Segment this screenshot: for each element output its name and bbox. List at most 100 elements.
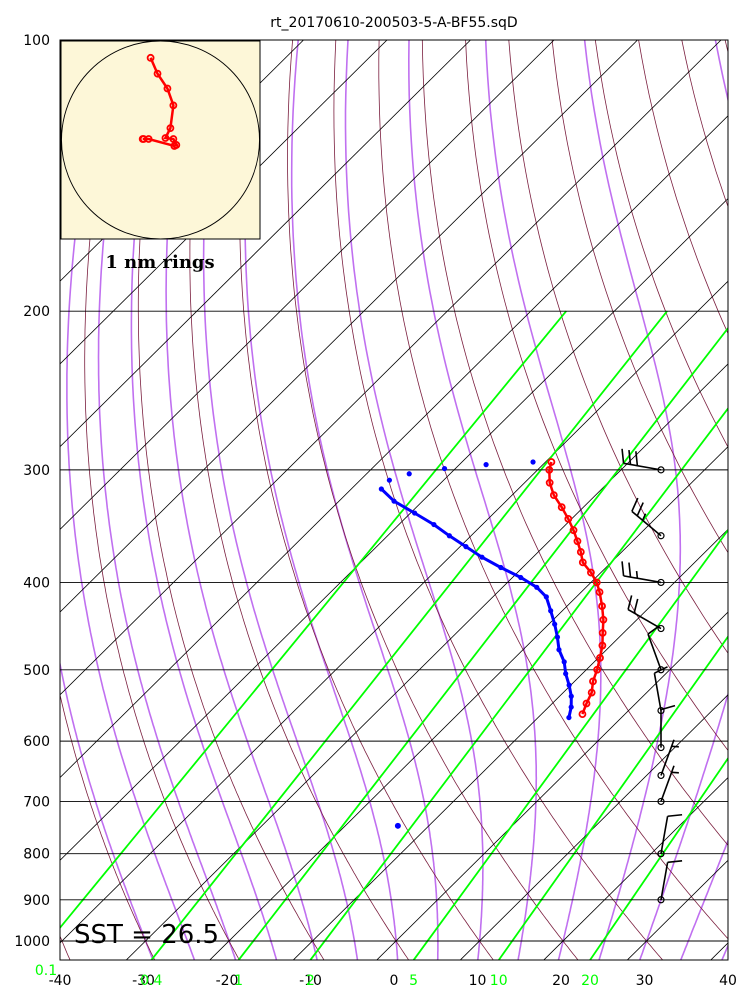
temperature-point <box>564 514 573 523</box>
wind-barbs <box>621 448 683 904</box>
dewpoint-point <box>431 521 437 528</box>
moist-adiabat-line <box>60 40 154 960</box>
wind-barb <box>621 561 665 587</box>
hodograph-point <box>170 142 179 150</box>
isotherm-line <box>60 40 722 696</box>
moist-adiabat-line <box>202 40 359 960</box>
pressure-tick-label: 900 <box>23 893 50 909</box>
isotherm-line <box>209 446 728 960</box>
mixing-ratio-line <box>150 310 668 960</box>
mixing-ratio-label: 1 <box>234 973 243 989</box>
dewpoint-point <box>568 704 574 710</box>
hodograph-label: 1 nm rings <box>105 252 214 273</box>
temperature-tick-labels: -40 -30 -20 -10 0 10 20 30 40 <box>49 973 737 989</box>
wind-barb <box>657 704 676 752</box>
pressure-tick-label: 1000 <box>14 934 50 950</box>
mixing-ratio-label: 0.4 <box>140 973 162 989</box>
plot-frame <box>59 39 729 961</box>
dry-adiabat-line <box>421 40 728 846</box>
wind-barb <box>657 739 679 780</box>
wind-barb <box>657 860 683 904</box>
pressure-tick-label: 700 <box>23 794 50 810</box>
temperature-point <box>596 653 604 662</box>
dewpoint-point <box>552 621 558 627</box>
isobars <box>60 40 728 942</box>
dewpoint-point <box>446 533 452 539</box>
isotherm-line <box>459 694 728 960</box>
temperature-point <box>592 578 601 587</box>
hodograph-ring <box>61 40 260 240</box>
dewpoint-point <box>568 693 574 699</box>
moist-adiabat-line <box>66 40 196 960</box>
hodograph-point <box>146 53 155 62</box>
temperature-tick-label: 30 <box>636 973 654 989</box>
dry-adiabat-line <box>551 40 728 554</box>
dry-adiabat-line <box>239 40 494 960</box>
moist-adiabats <box>60 40 728 960</box>
pressure-tick-labels: 100 200 300 400 500 600 700 800 900 1000 <box>14 33 50 950</box>
mixing-ratio-line <box>60 310 567 930</box>
wind-barb <box>631 497 665 540</box>
dewpoint-point <box>378 486 384 492</box>
temperature-series <box>545 458 608 719</box>
temperature-tick-label: -40 <box>49 973 72 989</box>
isotherm-line <box>60 280 728 944</box>
temperature-tick-label: 20 <box>552 973 570 989</box>
temperature-point <box>573 537 582 546</box>
temperature-line <box>548 461 605 715</box>
isotherm-line <box>60 115 728 779</box>
hodograph-point <box>163 84 172 93</box>
temperature-tick-label: 40 <box>719 973 737 989</box>
moist-adiabat-line <box>679 838 728 960</box>
moist-adiabat-line <box>290 40 439 960</box>
isotherm-line <box>125 363 728 960</box>
temperature-point <box>578 558 587 567</box>
mixing-ratio-label: 20 <box>581 973 599 989</box>
isotherm-line <box>292 528 728 960</box>
pressure-tick-label: 500 <box>23 663 50 679</box>
pressure-tick-label: 800 <box>23 847 50 863</box>
dry-adiabat-line <box>333 40 664 960</box>
temperature-point <box>599 615 608 624</box>
temperature-point <box>587 688 596 697</box>
dry-adiabat-line <box>60 40 156 960</box>
dewpoint-point <box>463 544 469 550</box>
moist-adiabat-line <box>407 40 538 960</box>
pressure-tick-label: 100 <box>23 33 50 49</box>
hodograph-point <box>166 124 175 133</box>
temperature-point <box>595 588 604 597</box>
dry-adiabat-line <box>724 40 728 54</box>
dewpoint-point <box>548 608 554 614</box>
pressure-tick-label: 300 <box>23 463 50 479</box>
moist-adiabat-line <box>244 40 399 960</box>
isotherm-line <box>60 197 728 861</box>
chart-title: rt_20170610-200503-5-A-BF55.sqD <box>270 15 517 31</box>
sst-label: SST = 26.5 <box>74 920 219 950</box>
hodograph-point <box>153 69 162 78</box>
dewpoint-point <box>556 647 562 653</box>
temperature-point <box>589 677 597 686</box>
moist-adiabat-line <box>130 40 278 960</box>
wind-barb <box>627 595 665 633</box>
temperature-point <box>569 526 578 535</box>
temperature-point <box>587 568 595 577</box>
temperature-point <box>598 641 607 650</box>
temperature-tick-label: 10 <box>469 973 487 989</box>
dewpoint-point <box>498 564 504 571</box>
hodograph-frame <box>60 40 261 240</box>
dewpoint-point <box>406 471 412 477</box>
dry-adiabat-line <box>378 40 728 940</box>
dewpoint-point <box>518 574 524 581</box>
temperature-point <box>547 458 556 466</box>
temperature-point <box>549 491 558 500</box>
hodograph-point <box>138 135 147 143</box>
wind-barb <box>657 813 683 858</box>
pressure-tick-label: 200 <box>23 304 50 320</box>
dewpoint-point <box>566 682 572 688</box>
temperature-point <box>557 503 566 512</box>
temperature-point <box>578 710 587 719</box>
mixing-ratio-line <box>412 528 728 960</box>
temperature-point <box>598 628 607 637</box>
temperature-point <box>545 465 554 474</box>
dry-adiabat-line <box>465 40 728 752</box>
